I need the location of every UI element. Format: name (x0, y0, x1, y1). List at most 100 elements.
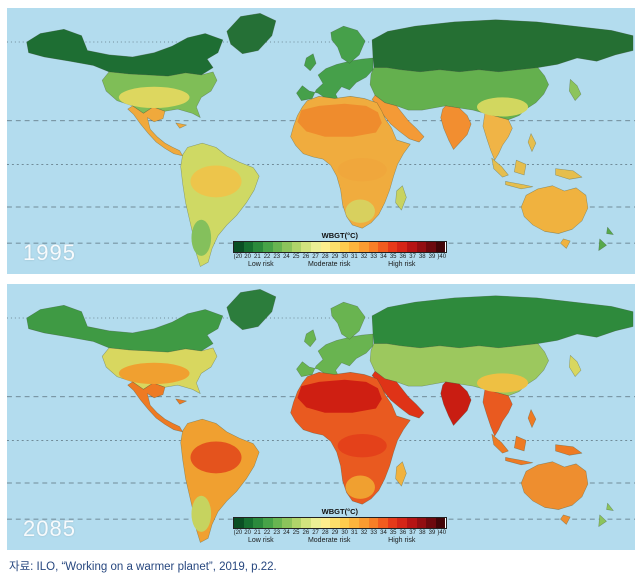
legend-tick: 20 (244, 529, 251, 536)
legend-tick: 39 (428, 529, 436, 536)
region-new-zealand-south (598, 514, 607, 527)
legend-color-cell (262, 241, 273, 252)
legend-tick: 26 (302, 253, 310, 260)
legend-title: WBGT(°C) (321, 506, 358, 516)
region-japan (569, 79, 582, 101)
legend-color-cell (301, 241, 311, 252)
hotspot-argentina (191, 495, 212, 532)
legend-color-cell (272, 517, 283, 528)
year-label: 2085 (23, 516, 76, 541)
legend-color-cell (349, 241, 359, 252)
legend-color-cell (310, 517, 321, 528)
legend-color-cell (359, 241, 369, 252)
legend-color-cell (397, 517, 408, 528)
legend-color-cell (262, 517, 273, 528)
world-map-1995 (7, 8, 635, 274)
region-caribbean (175, 398, 187, 405)
legend-tick: 22 (263, 253, 271, 260)
legend-color-cell (407, 241, 417, 252)
map-panel-1995: 1995 WBGT(°C) (20 20 21 22 23 24 25 26 27 28 29 30 3… (7, 8, 635, 274)
legend-color-cell (234, 241, 244, 252)
legend-color-cell (378, 241, 388, 252)
region-british-isles (304, 53, 317, 72)
region-mexico (127, 105, 183, 157)
legend-risks: Low risk Moderate risk High risk (233, 537, 447, 546)
legend-tick: 27 (312, 529, 319, 536)
legend-tick: 35 (389, 529, 397, 536)
legend-color-cell (243, 241, 254, 252)
hotspot-amazon (190, 165, 242, 198)
world-map-svg (7, 284, 635, 550)
legend-color-cell (234, 517, 244, 528)
source-caption: 자료: ILO, “Working on a warmer planet”, 2… (9, 561, 277, 573)
region-new-guinea (555, 444, 583, 456)
wbgt-legend: WBGT(°C) (20 20 21 22 23 24 25 26 27 28 29 30 31 32 33… (233, 506, 447, 546)
region-sumatra (491, 157, 509, 178)
legend-color-cell (339, 241, 350, 252)
legend-color-cell (349, 517, 359, 528)
legend-tick: 31 (351, 529, 358, 536)
region-java (505, 457, 534, 466)
legend-ticks: (20 20 21 22 23 24 25 26 27 28 29 30 31 32 33 34 35 36 37 3… (233, 530, 447, 536)
legend-risk-label: Moderate risk (307, 261, 351, 268)
legend-tick: 24 (283, 253, 290, 260)
region-southeast-asia (482, 113, 513, 161)
legend-tick: )40 (437, 529, 447, 536)
wbgt-legend: WBGT(°C) (20 20 21 22 23 24 25 26 27 28 29 30 31 32 33… (233, 230, 447, 270)
legend-color-cell (291, 241, 302, 252)
hotspot-china-south (477, 97, 529, 117)
legend-tick: 29 (331, 529, 339, 536)
legend-color-cell (407, 517, 417, 528)
legend-color-cell (378, 517, 388, 528)
hotspot-argentina (191, 219, 212, 256)
world-map-2085 (7, 284, 635, 550)
region-new-zealand-north (606, 226, 614, 235)
region-scandinavia (330, 301, 366, 340)
region-borneo (514, 159, 527, 176)
region-philippines (527, 133, 537, 152)
legend-color-cell (397, 241, 408, 252)
legend-tick: 21 (253, 529, 261, 536)
hotspot-china-south (477, 373, 529, 393)
region-southeast-asia (482, 389, 513, 437)
legend-tick: 28 (321, 529, 329, 536)
legend-tick: 30 (341, 529, 348, 536)
map-panel-2085: 2085 WBGT(°C) (20 20 21 22 23 24 25 26 27 28 29 30 3… (7, 284, 635, 550)
region-greenland (226, 289, 277, 331)
legend-tick: 32 (360, 529, 368, 536)
hotspot-us-south (118, 86, 190, 109)
region-tasmania (560, 238, 571, 249)
hotspot-south-africa (345, 475, 375, 499)
legend-tick: 31 (351, 253, 358, 260)
legend-color-cell (435, 517, 446, 528)
legend-tick: 30 (341, 253, 348, 260)
legend-color-cell (330, 241, 340, 252)
legend-title: WBGT(°C) (321, 230, 358, 240)
legend-color-cell (301, 517, 311, 528)
legend-color-cell (282, 517, 292, 528)
legend-color-cell (426, 517, 436, 528)
legend-color-cell (320, 241, 331, 252)
region-caribbean (175, 122, 187, 129)
legend-color-cell (330, 517, 340, 528)
hotspot-congo (337, 434, 387, 458)
legend-tick: 20 (244, 253, 251, 260)
legend-tick: 23 (273, 253, 281, 260)
legend-ticks: (20 20 21 22 23 24 25 26 27 28 29 30 31 32 33 34 35 36 37 3… (233, 254, 447, 260)
legend-risks: Low risk Moderate risk High risk (233, 261, 447, 270)
legend-color-cell (339, 517, 350, 528)
legend-tick: 22 (263, 529, 271, 536)
legend-color-cell (416, 517, 427, 528)
legend-tick: 33 (370, 253, 378, 260)
region-borneo (514, 435, 527, 452)
hotspot-us-south (118, 362, 190, 385)
region-mexico (127, 381, 183, 433)
legend-tick: 28 (321, 253, 329, 260)
legend-color-cell (253, 241, 263, 252)
legend-tick: 24 (283, 529, 290, 536)
region-india (440, 105, 472, 150)
region-british-isles (304, 329, 317, 348)
legend-tick: 34 (380, 529, 387, 536)
region-new-guinea (555, 168, 583, 180)
region-tasmania (560, 514, 571, 525)
